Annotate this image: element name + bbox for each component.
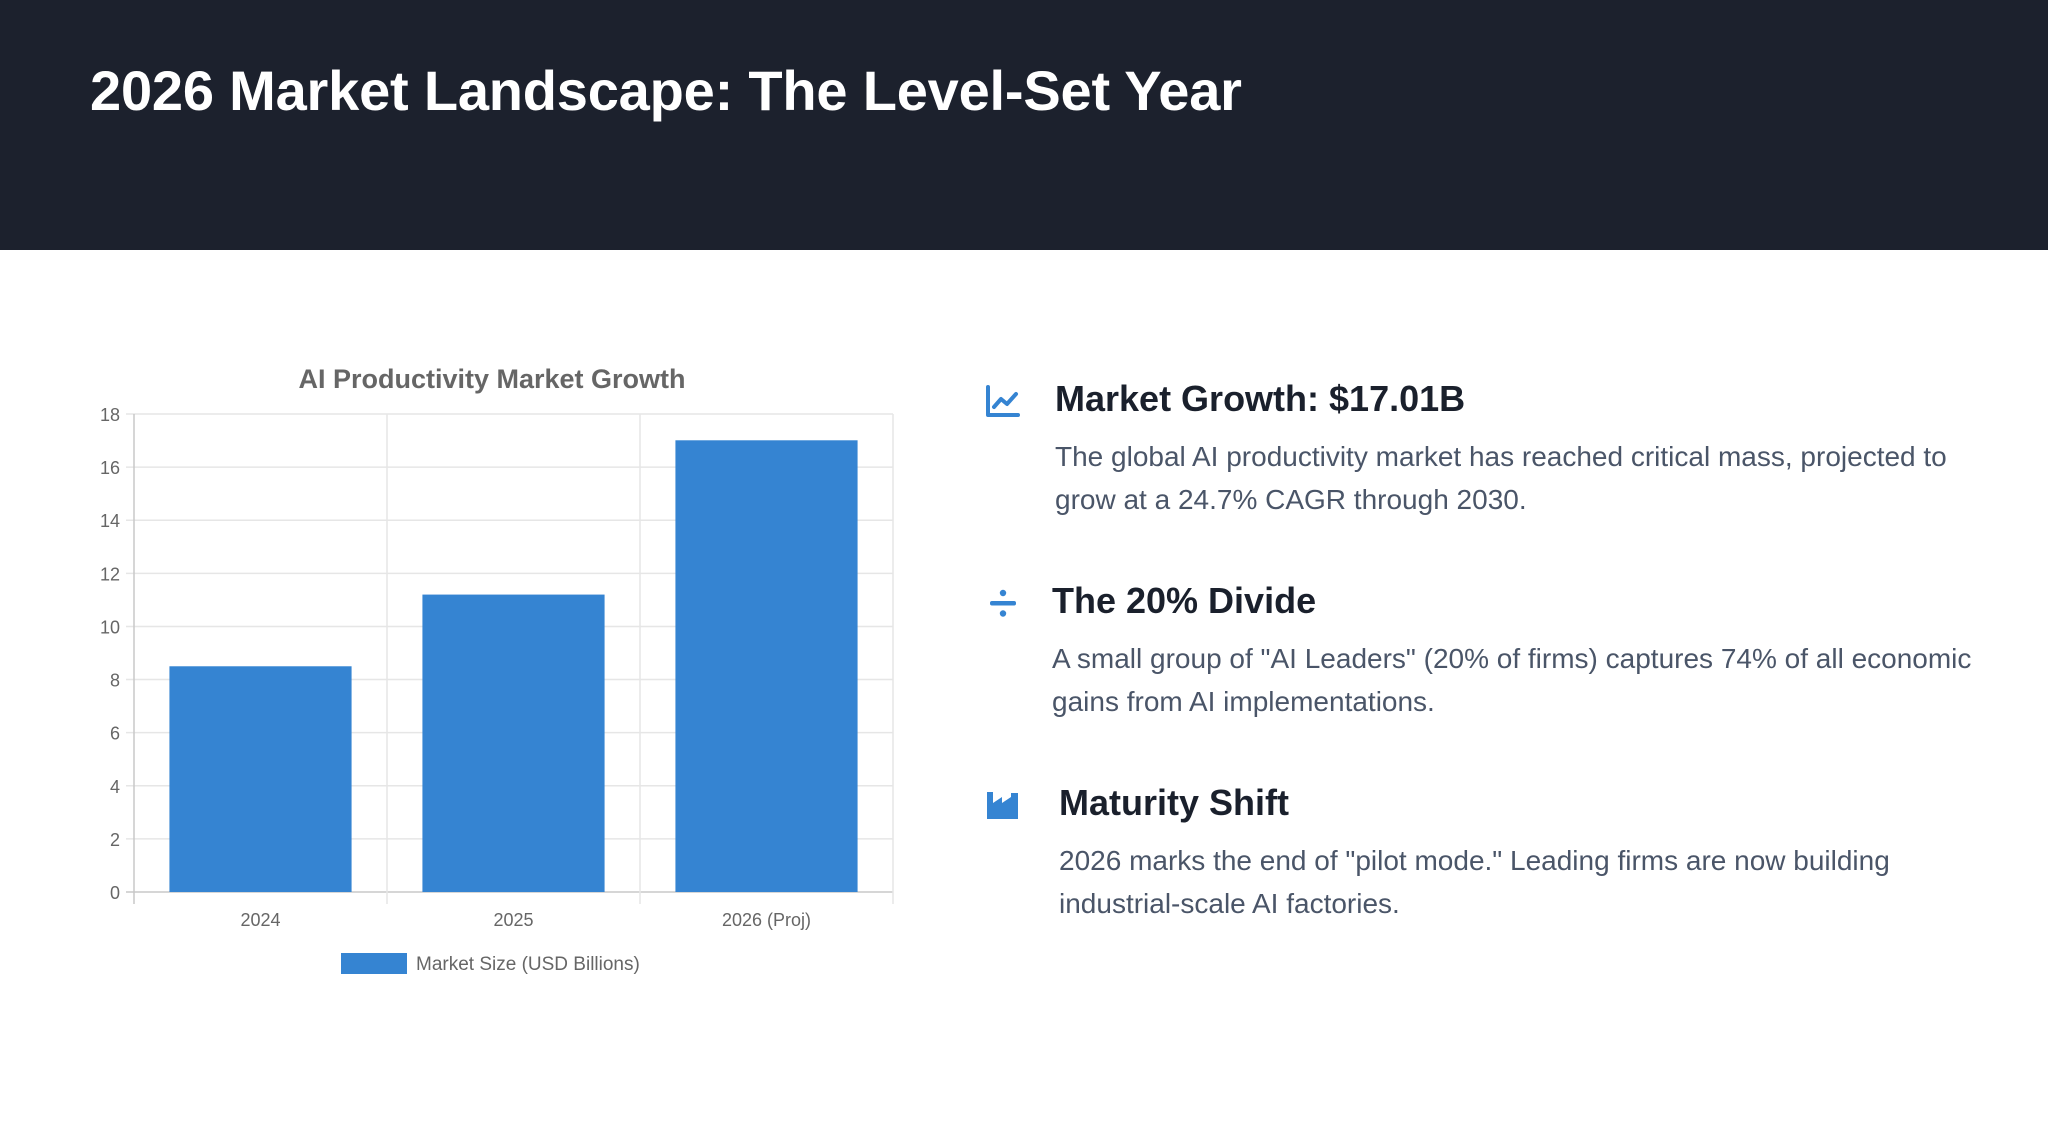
y-tick-label: 18 <box>100 405 120 425</box>
chart-line-icon <box>986 385 1020 417</box>
chart-title: AI Productivity Market Growth <box>298 364 685 394</box>
x-tick-label: 2024 <box>240 910 280 930</box>
bar <box>675 440 858 892</box>
insight-title: Maturity Shift <box>1059 782 1289 823</box>
insight-body: 2026 marks the end of "pilot mode." Lead… <box>1059 845 1890 919</box>
insight-maturity-shift: Maturity Shift 2026 marks the end of "pi… <box>985 779 1985 925</box>
chart-bars <box>169 440 858 892</box>
x-tick-label: 2025 <box>493 910 533 930</box>
bar <box>169 666 352 892</box>
insight-body: A small group of "AI Leaders" (20% of fi… <box>1052 643 1972 717</box>
y-tick-label: 6 <box>110 724 120 744</box>
divide-icon <box>990 589 1016 617</box>
insights-list: Market Growth: $17.01B The global AI pro… <box>985 375 1985 981</box>
chart-legend: Market Size (USD Billions) <box>341 953 640 975</box>
legend-swatch <box>341 953 407 974</box>
insight-title: The 20% Divide <box>1052 580 1317 621</box>
market-growth-chart: AI Productivity Market Growth 0 2 4 6 8 10 12 1… <box>100 364 894 975</box>
chart-axes: 0 2 4 6 8 10 12 14 16 18 2024 2025 2026 (Proj) <box>100 405 811 930</box>
page-title: 2026 Market Landscape: The Level-Set Yea… <box>90 59 1242 122</box>
y-tick-label: 14 <box>100 511 120 531</box>
insight-20-divide: The 20% Divide A small group of "AI Lead… <box>985 577 1985 723</box>
header-banner: 2026 Market Landscape: The Level-Set Yea… <box>0 0 2048 250</box>
y-tick-label: 4 <box>110 777 120 797</box>
x-tick-label: 2026 (Proj) <box>722 910 811 930</box>
y-tick-label: 12 <box>100 564 120 584</box>
y-tick-label: 16 <box>100 458 120 478</box>
insight-market-growth: Market Growth: $17.01B The global AI pro… <box>985 375 1985 521</box>
y-tick-label: 8 <box>110 671 120 691</box>
industry-icon <box>987 792 1018 819</box>
y-tick-label: 10 <box>100 617 120 637</box>
y-tick-label: 0 <box>110 883 120 903</box>
bar <box>422 594 605 892</box>
insight-title: Market Growth: $17.01B <box>1055 378 1466 419</box>
y-tick-label: 2 <box>110 830 120 850</box>
insight-body: The global AI productivity market has re… <box>1055 441 1947 515</box>
legend-label: Market Size (USD Billions) <box>416 954 640 975</box>
